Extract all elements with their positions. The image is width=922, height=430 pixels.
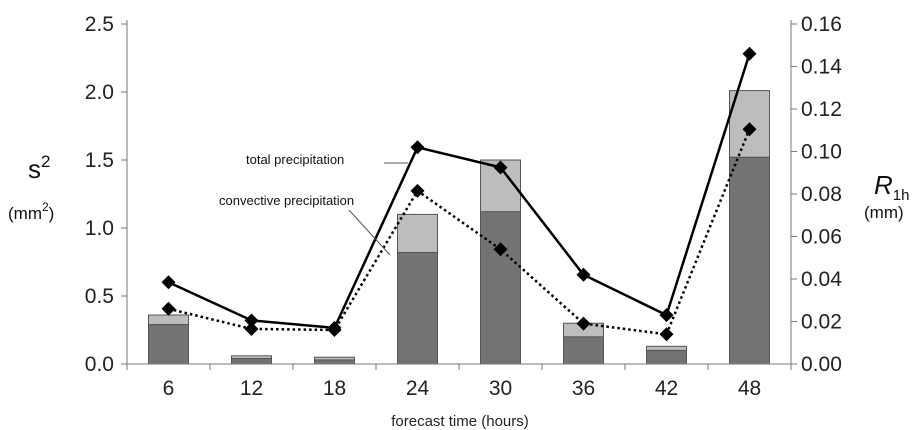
x-tick-label: 6: [163, 377, 175, 400]
point-total-48: [742, 46, 757, 61]
label-total-precipitation: total precipitation: [246, 152, 344, 167]
point-convective-18: [327, 323, 342, 337]
axes-layer: [121, 20, 797, 370]
point-convective-12: [244, 321, 259, 336]
y-left-tick-label: 0.0: [85, 353, 114, 376]
point-total-42: [659, 308, 674, 323]
x-tick-label: 30: [489, 377, 512, 400]
bar-segment-upper-24: [397, 213, 438, 253]
y-left-tick-label: 1.5: [85, 149, 114, 172]
y-right-tick-label: 0.00: [801, 353, 842, 376]
bar-segment-upper-18: [314, 356, 355, 361]
bar-segment-lower-48: [729, 156, 770, 365]
x-tick-label: 24: [406, 377, 430, 400]
lines-layer: [161, 46, 757, 342]
bar-segment-upper-42: [646, 345, 687, 351]
bar-segment-lower-30: [480, 211, 521, 365]
y-right-tick-label: 0.16: [801, 13, 842, 36]
bars-layer: [148, 90, 770, 365]
point-convective-6: [161, 301, 176, 316]
x-tick-label: 48: [738, 377, 761, 400]
point-convective-36: [576, 316, 591, 331]
point-convective-42: [659, 327, 674, 342]
point-total-12: [244, 313, 259, 328]
point-convective-24: [410, 183, 425, 198]
point-total-30: [493, 160, 508, 175]
point-convective-48: [742, 122, 757, 137]
y-left-tick-label: 1.0: [85, 217, 114, 240]
y-right-tick-label: 0.08: [801, 183, 842, 206]
y-right-tick-label: 0.12: [801, 98, 842, 121]
y-right-tick-label: 0.10: [801, 141, 842, 164]
leader-convective: [348, 209, 391, 256]
y-right-tick-label: 0.06: [801, 226, 842, 249]
x-tick-label: 12: [240, 377, 263, 400]
line-convective-precipitation: [168, 128, 751, 336]
y-left-tick-label: 2.0: [85, 81, 114, 104]
bar-segment-lower-42: [646, 349, 687, 365]
bar-segment-upper-12: [231, 355, 272, 359]
y-left-tick-label: 2.5: [85, 13, 114, 36]
bar-segment-upper-6: [148, 314, 189, 325]
bar-segment-lower-12: [231, 358, 272, 365]
y-left-tick-label: 0.5: [85, 285, 114, 308]
bar-segment-lower-6: [148, 324, 189, 365]
x-axis-title: forecast time (hours): [391, 413, 529, 430]
y-left-unit: (mm2): [8, 200, 54, 223]
ticks-layer: 0.0 0.5 1.0 1.5 2.0 2.5 0.00 0.02 0.04 0.06 0.08 0.…: [85, 13, 842, 400]
point-total-6: [161, 275, 176, 290]
x-tick-label: 18: [323, 377, 346, 400]
x-tick-label: 42: [655, 377, 678, 400]
y-right-tick-label: 0.14: [801, 56, 842, 79]
y-right-tick-label: 0.04: [801, 268, 842, 291]
y-right-unit: (mm): [864, 203, 904, 222]
x-tick-label: 36: [572, 377, 595, 400]
point-total-36: [576, 267, 591, 282]
y-right-label: R1h: [874, 170, 909, 204]
point-convective-30: [493, 242, 508, 257]
y-left-label: s2: [28, 152, 50, 184]
bar-segment-lower-18: [314, 359, 355, 365]
point-total-24: [410, 140, 425, 155]
bar-segment-lower-36: [563, 336, 604, 365]
label-convective-precipitation: convective precipitation: [219, 193, 354, 208]
y-right-tick-label: 0.02: [801, 311, 842, 334]
bar-segment-lower-24: [397, 252, 438, 365]
line-total-precipitation: [167, 53, 751, 330]
